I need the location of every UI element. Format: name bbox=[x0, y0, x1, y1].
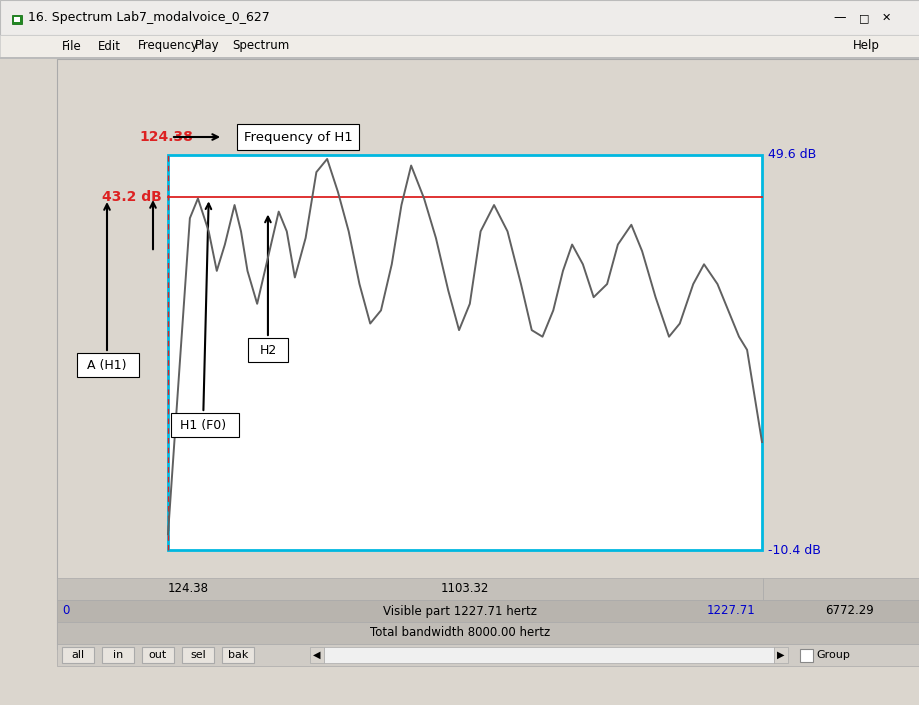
Bar bbox=[57, 59, 919, 649]
Text: 1103.32: 1103.32 bbox=[440, 582, 489, 596]
Bar bbox=[773, 647, 788, 663]
Bar bbox=[142, 647, 174, 663]
Bar bbox=[102, 647, 134, 663]
Bar bbox=[762, 578, 919, 600]
Text: □: □ bbox=[857, 13, 868, 23]
Text: out: out bbox=[149, 650, 167, 660]
Text: bak: bak bbox=[228, 650, 248, 660]
Text: sel: sel bbox=[190, 650, 206, 660]
Bar bbox=[168, 155, 761, 550]
Text: File: File bbox=[62, 39, 82, 52]
Bar bbox=[57, 644, 919, 666]
Text: -10.4 dB: -10.4 dB bbox=[767, 544, 820, 556]
Text: Edit: Edit bbox=[98, 39, 121, 52]
Bar bbox=[77, 353, 139, 377]
Text: in: in bbox=[113, 650, 123, 660]
Text: Group: Group bbox=[815, 650, 849, 660]
Bar bbox=[62, 647, 94, 663]
Text: 124.38: 124.38 bbox=[139, 130, 193, 144]
Bar bbox=[0, 35, 919, 57]
Text: 1227.71: 1227.71 bbox=[706, 604, 754, 618]
Text: Play: Play bbox=[195, 39, 220, 52]
Bar bbox=[247, 338, 288, 362]
Bar bbox=[323, 647, 773, 663]
Text: 16. Spectrum Lab7_modalvoice_0_627: 16. Spectrum Lab7_modalvoice_0_627 bbox=[28, 11, 269, 25]
Text: 124.38: 124.38 bbox=[168, 582, 209, 596]
Bar bbox=[221, 647, 254, 663]
Text: ▶: ▶ bbox=[777, 650, 784, 660]
Text: Total bandwidth 8000.00 hertz: Total bandwidth 8000.00 hertz bbox=[369, 627, 550, 639]
Bar bbox=[800, 649, 812, 662]
Bar bbox=[310, 647, 323, 663]
Text: 49.6 dB: 49.6 dB bbox=[767, 149, 815, 161]
Text: 43.2 dB: 43.2 dB bbox=[102, 190, 162, 204]
Bar bbox=[0, 0, 919, 35]
Text: ✕: ✕ bbox=[880, 13, 890, 23]
Text: 0: 0 bbox=[62, 604, 69, 618]
Bar bbox=[12, 15, 22, 24]
Text: H1 (F0): H1 (F0) bbox=[180, 419, 226, 431]
Bar bbox=[171, 413, 239, 437]
Text: Frequency of H1: Frequency of H1 bbox=[244, 130, 352, 144]
Bar bbox=[57, 622, 919, 644]
Text: Help: Help bbox=[852, 39, 879, 52]
Bar bbox=[182, 647, 214, 663]
Text: 6772.29: 6772.29 bbox=[824, 604, 873, 618]
Text: Frequency: Frequency bbox=[138, 39, 199, 52]
Bar bbox=[876, 12, 894, 26]
Text: —: — bbox=[833, 11, 845, 25]
Bar bbox=[854, 12, 872, 26]
Text: all: all bbox=[72, 650, 85, 660]
Text: H2: H2 bbox=[259, 343, 277, 357]
Text: Spectrum: Spectrum bbox=[232, 39, 289, 52]
Bar bbox=[57, 578, 762, 600]
Text: ◀: ◀ bbox=[312, 650, 321, 660]
Text: A (H1): A (H1) bbox=[87, 359, 127, 372]
Bar bbox=[57, 600, 919, 622]
Bar bbox=[14, 17, 20, 22]
Bar bbox=[0, 57, 919, 59]
Text: Visible part 1227.71 hertz: Visible part 1227.71 hertz bbox=[382, 604, 537, 618]
